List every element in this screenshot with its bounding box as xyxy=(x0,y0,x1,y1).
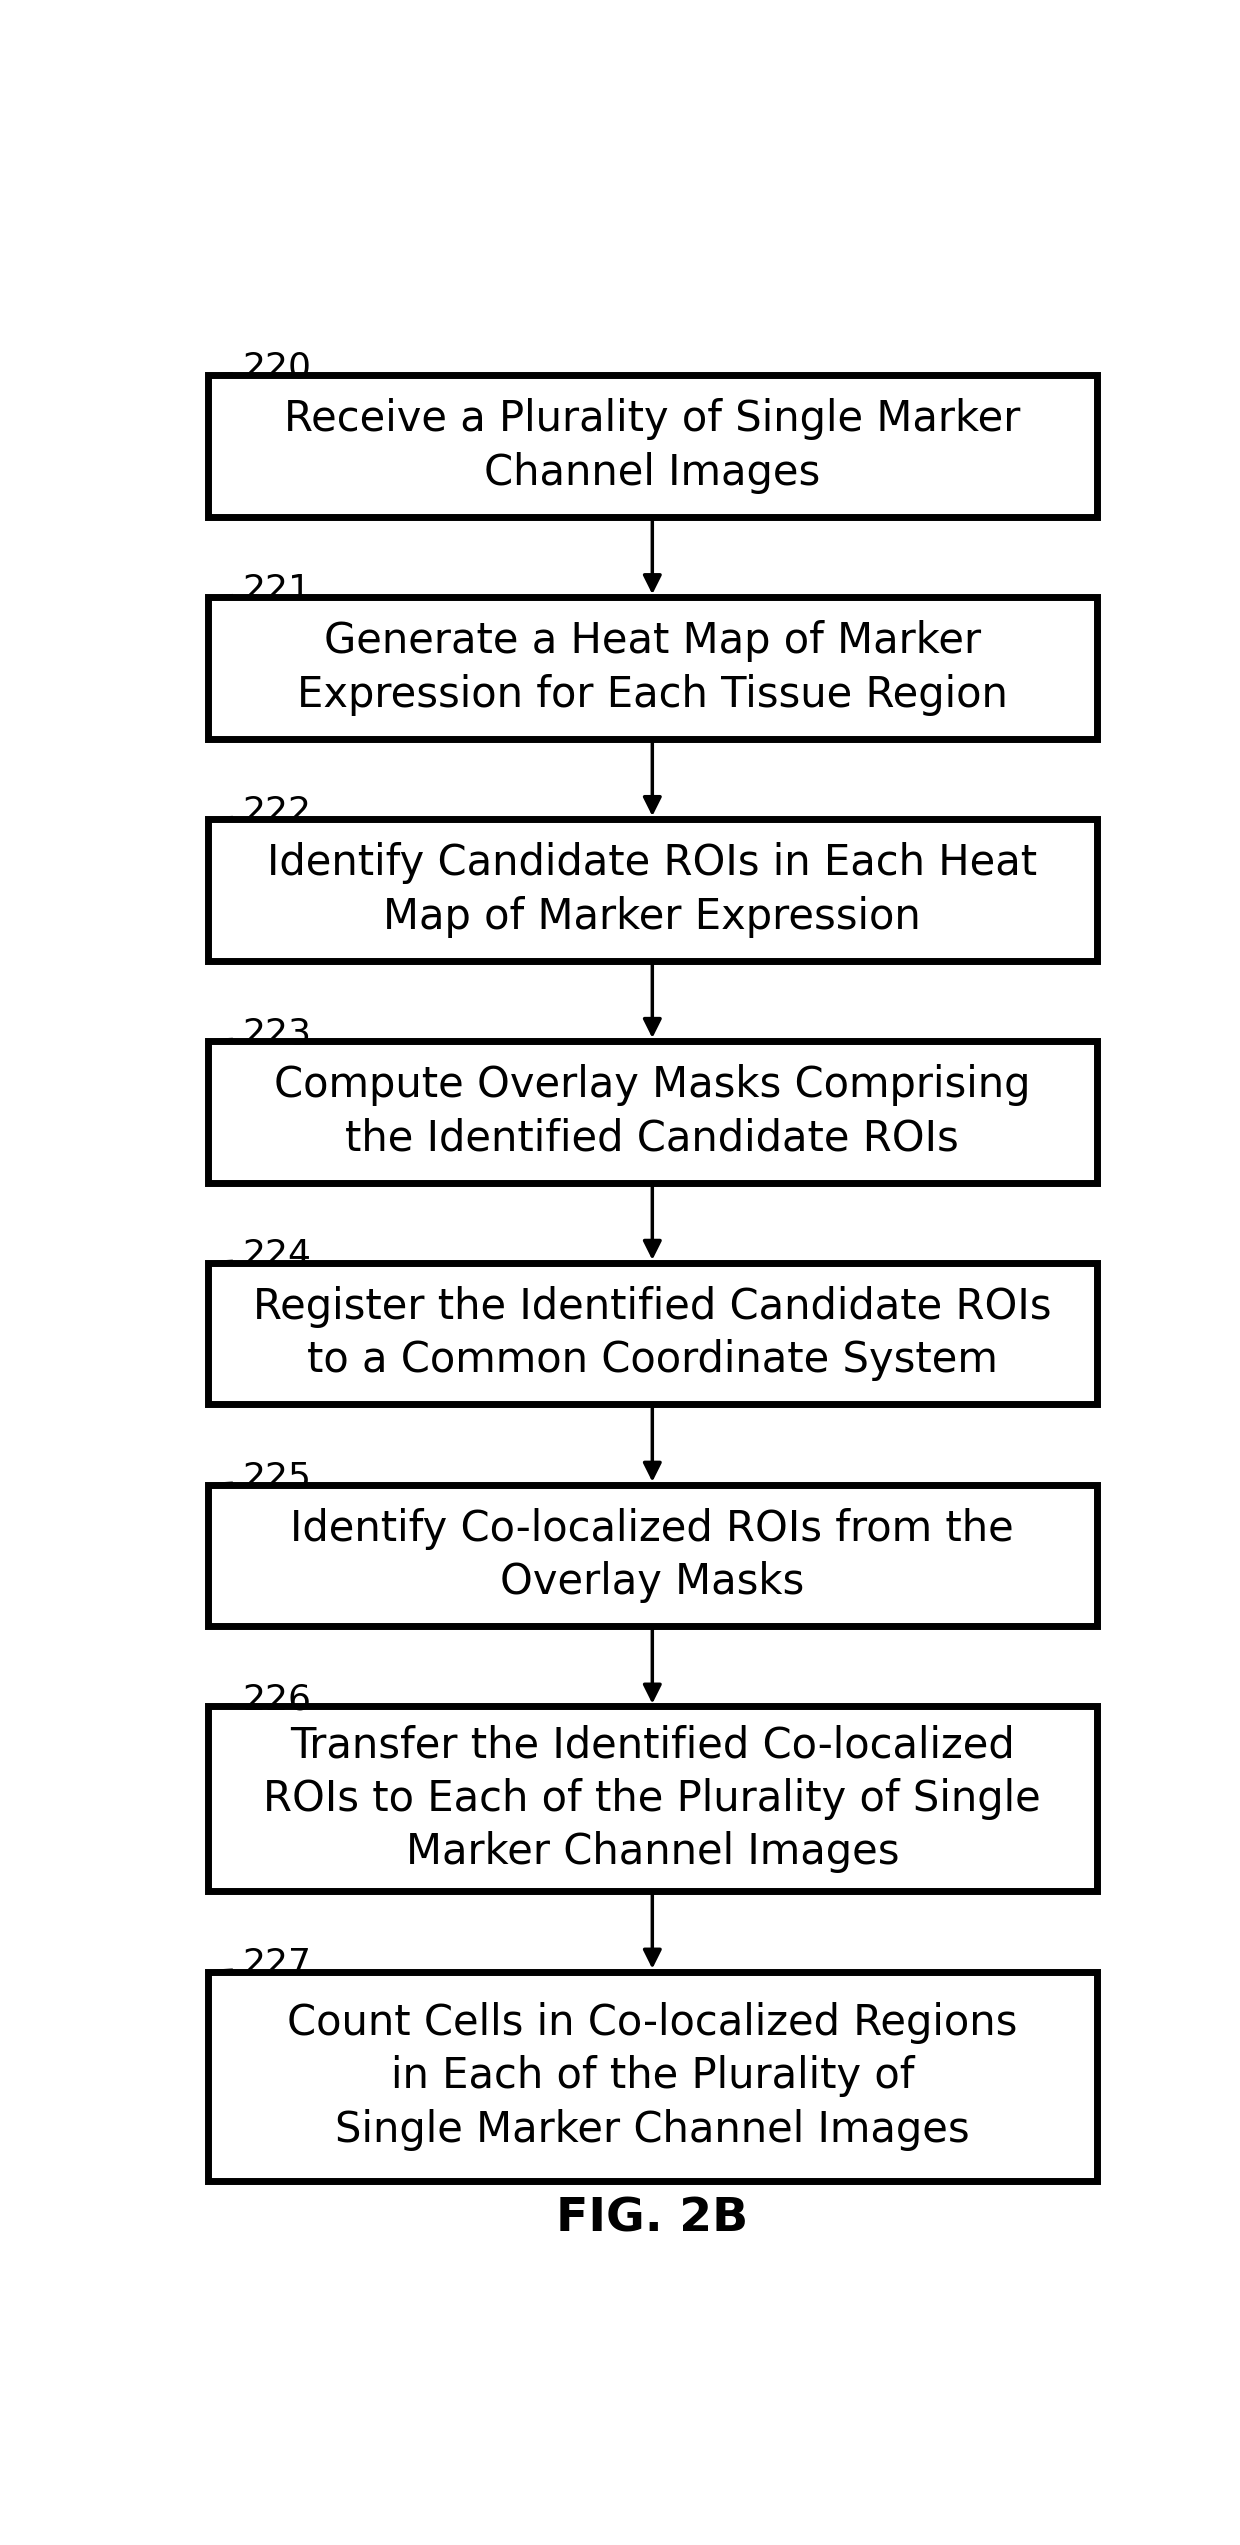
Text: Identify Co-localized ROIs from the
Overlay Masks: Identify Co-localized ROIs from the Over… xyxy=(290,1507,1014,1603)
Text: 222: 222 xyxy=(243,794,311,830)
Text: 220: 220 xyxy=(243,351,311,384)
Bar xyxy=(208,598,1097,738)
Text: 226: 226 xyxy=(243,1682,311,1715)
Text: Register the Identified Candidate ROIs
to a Common Coordinate System: Register the Identified Candidate ROIs t… xyxy=(253,1285,1052,1382)
Text: 225: 225 xyxy=(243,1461,311,1494)
Bar xyxy=(208,819,1097,959)
Bar xyxy=(208,1262,1097,1405)
Text: 221: 221 xyxy=(243,573,311,606)
Text: Identify Candidate ROIs in Each Heat
Map of Marker Expression: Identify Candidate ROIs in Each Heat Map… xyxy=(268,842,1038,937)
Text: Compute Overlay Masks Comprising
the Identified Candidate ROIs: Compute Overlay Masks Comprising the Ide… xyxy=(274,1064,1030,1161)
Text: Receive a Plurality of Single Marker
Channel Images: Receive a Plurality of Single Marker Cha… xyxy=(284,397,1021,494)
Text: Count Cells in Co-localized Regions
in Each of the Plurality of
Single Marker Ch: Count Cells in Co-localized Regions in E… xyxy=(288,2003,1018,2151)
Bar xyxy=(208,1708,1097,1891)
Bar xyxy=(208,1972,1097,2181)
Text: Generate a Heat Map of Marker
Expression for Each Tissue Region: Generate a Heat Map of Marker Expression… xyxy=(296,621,1008,715)
Text: 224: 224 xyxy=(243,1239,311,1272)
Bar xyxy=(208,374,1097,517)
Text: FIG. 2B: FIG. 2B xyxy=(557,2196,749,2242)
Text: 227: 227 xyxy=(243,1947,311,1980)
Text: 223: 223 xyxy=(243,1015,311,1051)
Bar xyxy=(208,1484,1097,1626)
Bar xyxy=(208,1041,1097,1183)
Text: Transfer the Identified Co-localized
ROIs to Each of the Plurality of Single
Mar: Transfer the Identified Co-localized ROI… xyxy=(263,1726,1042,1873)
